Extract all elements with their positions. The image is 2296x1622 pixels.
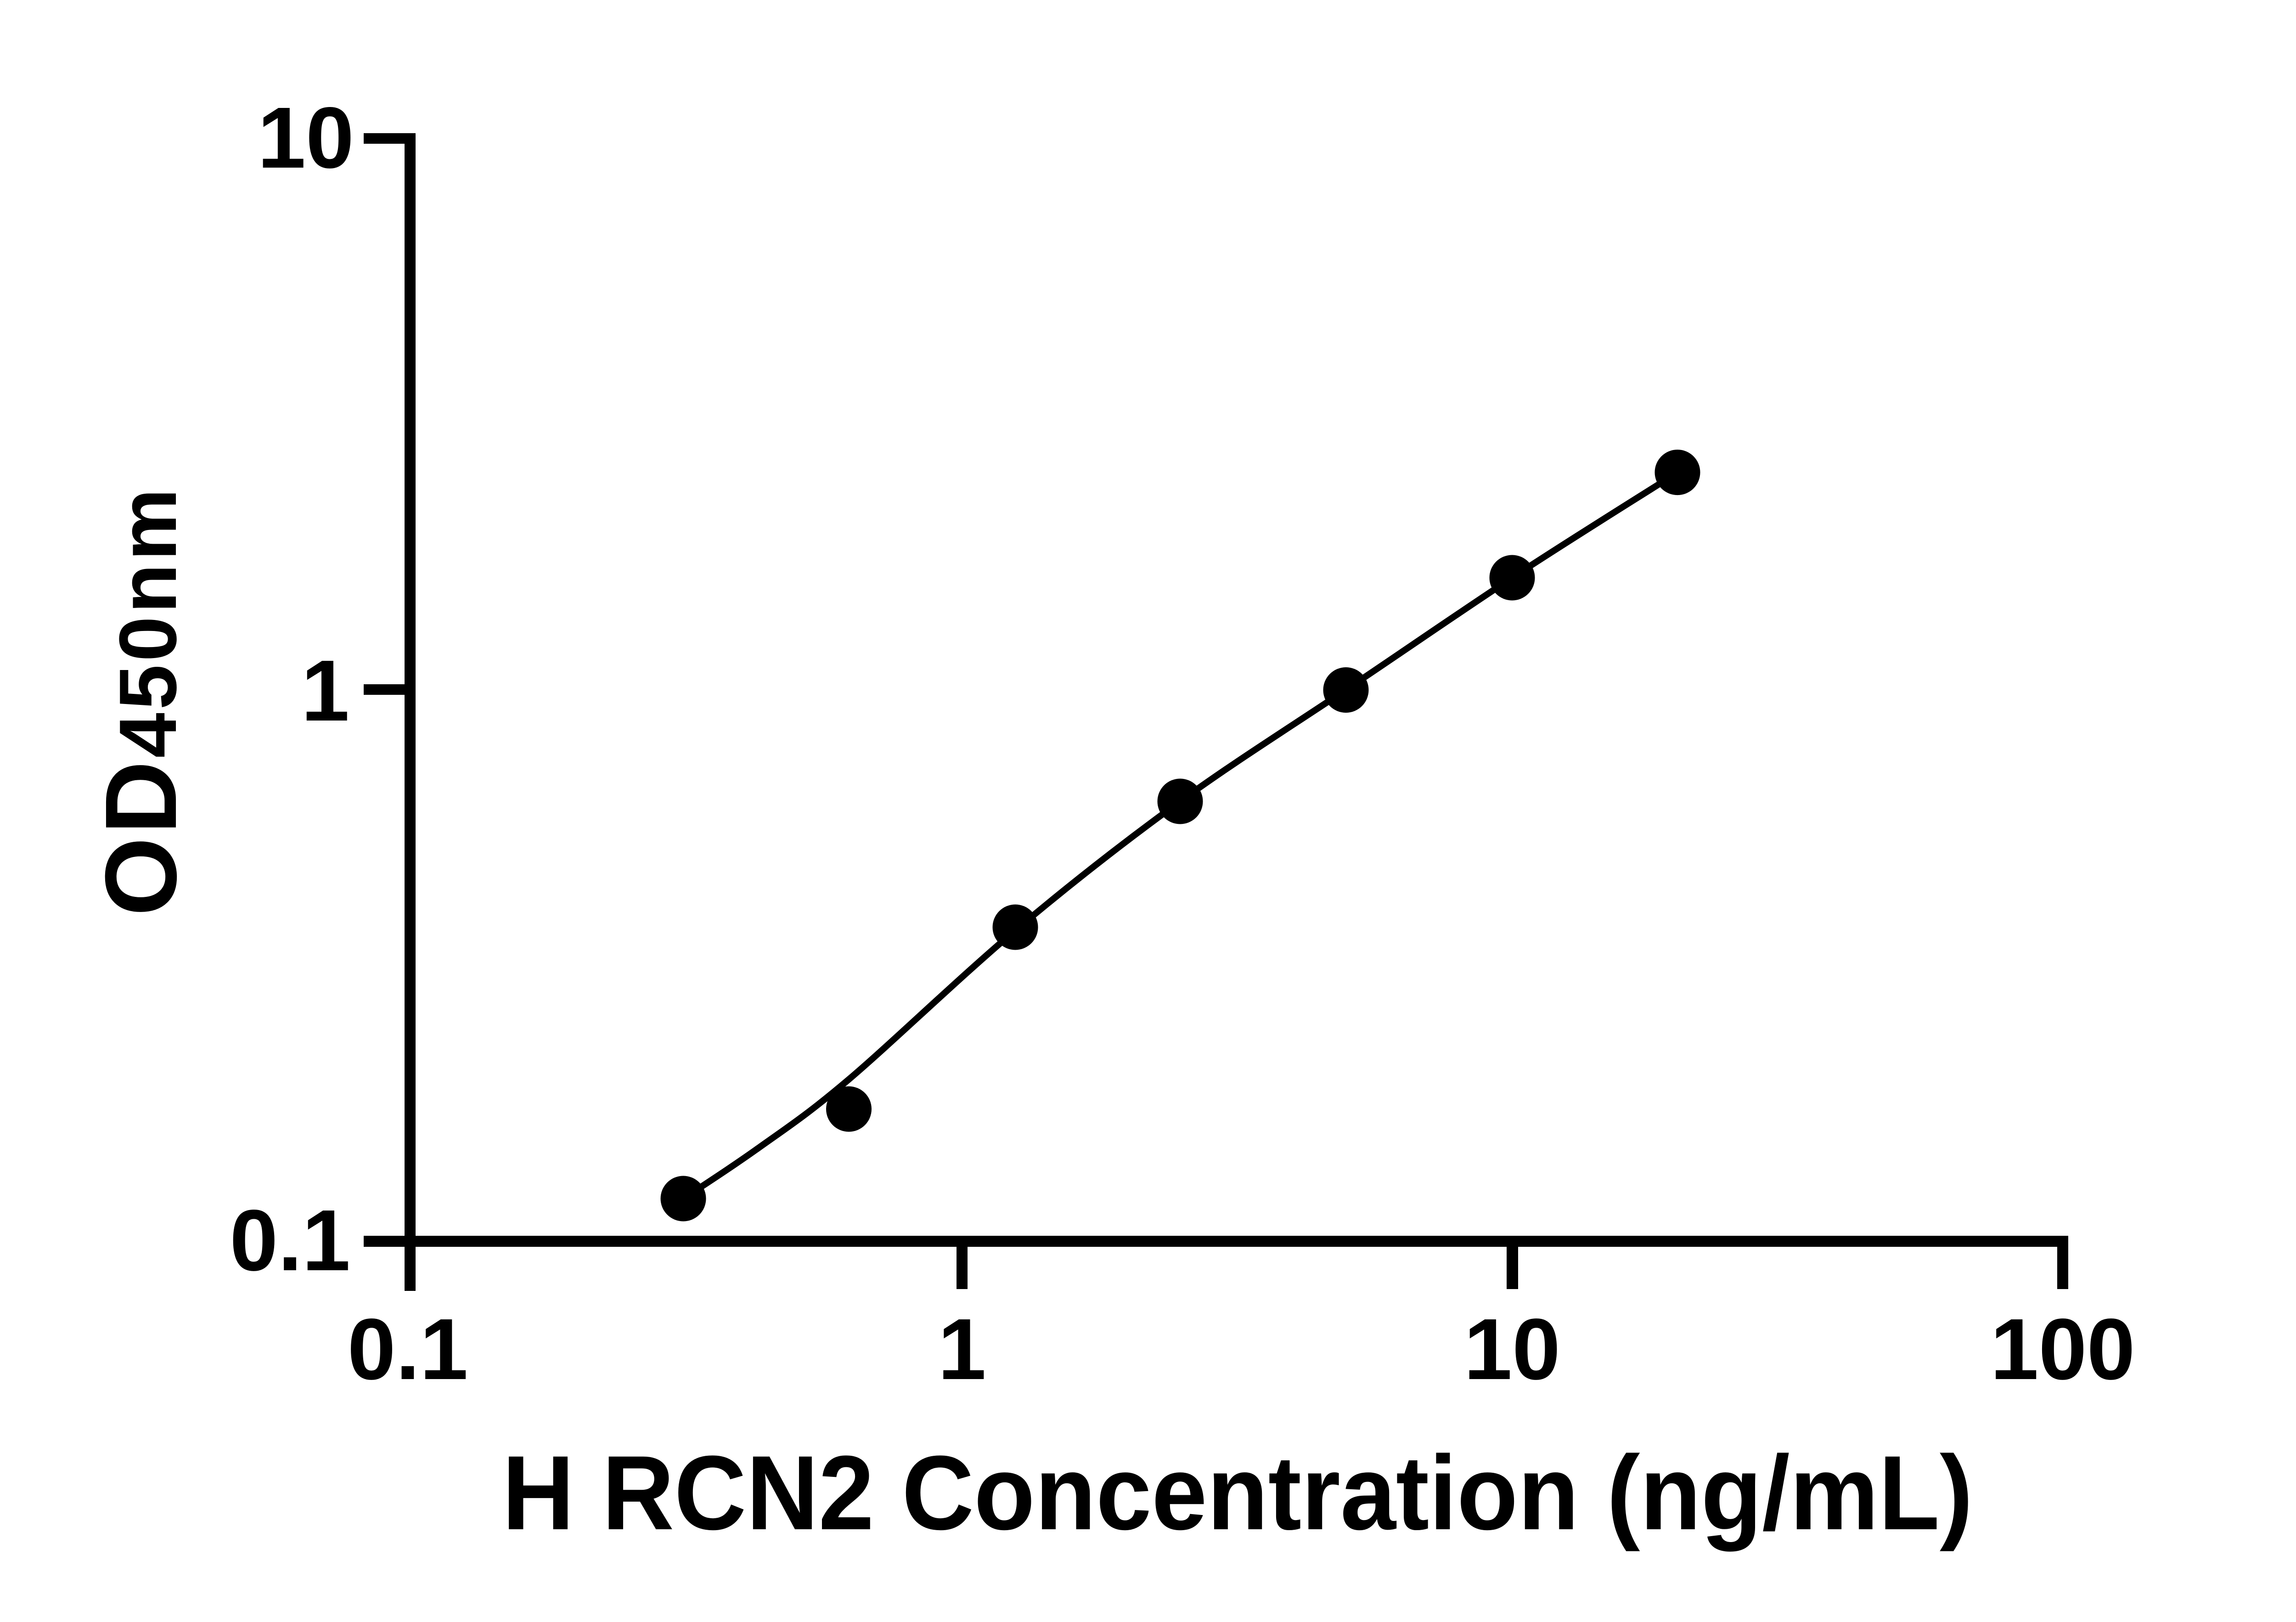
svg-text:1: 1: [938, 1301, 986, 1398]
svg-text:OD450nm: OD450nm: [84, 485, 197, 916]
svg-text:10: 10: [258, 90, 354, 186]
svg-text:0.1: 0.1: [348, 1301, 468, 1398]
svg-text:H RCN2 Concentration (ng/mL): H RCN2 Concentration (ng/mL): [502, 1434, 1973, 1552]
svg-text:0.1: 0.1: [230, 1192, 350, 1289]
svg-text:10: 10: [1464, 1301, 1560, 1398]
svg-text:100: 100: [1990, 1301, 2135, 1398]
svg-text:1: 1: [301, 642, 349, 739]
